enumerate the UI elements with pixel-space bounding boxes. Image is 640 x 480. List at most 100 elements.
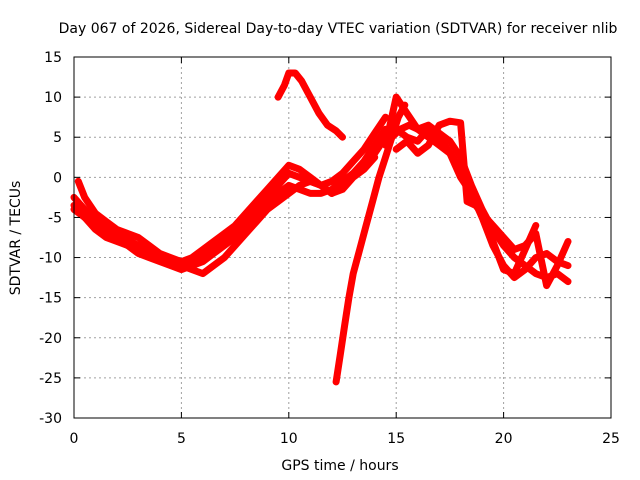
data-point: [199, 270, 206, 277]
data-point: [345, 294, 352, 301]
data-point: [292, 70, 299, 77]
data-point: [543, 282, 550, 289]
data-point: [124, 242, 131, 249]
data-point: [468, 186, 475, 193]
data-point: [307, 94, 314, 101]
series-track-10: [392, 125, 540, 278]
data-point: [210, 250, 217, 257]
x-tick-label: 15: [387, 431, 405, 447]
data-point: [489, 222, 496, 229]
data-point: [232, 234, 239, 241]
data-point: [565, 238, 572, 245]
data-point: [337, 350, 344, 357]
data-point: [371, 154, 378, 161]
data-point: [328, 190, 335, 197]
data-point: [92, 210, 99, 217]
data-point: [318, 190, 325, 197]
data-point: [388, 134, 395, 141]
data-point: [221, 242, 228, 249]
y-axis-label: SDTVAR / TECUs: [8, 181, 24, 296]
data-point: [135, 246, 142, 253]
data-point: [350, 170, 357, 177]
data-point: [135, 234, 142, 241]
data-point: [285, 190, 292, 197]
y-tick-label: -30: [39, 411, 62, 427]
x-tick-label: 20: [495, 431, 513, 447]
data-point: [275, 94, 282, 101]
data-point: [307, 190, 314, 197]
data-point: [156, 254, 163, 261]
series-trace: [70, 125, 389, 278]
data-point: [414, 138, 421, 145]
data-point: [500, 242, 507, 249]
chart-title: Day 067 of 2026, Sidereal Day-to-day VTE…: [59, 21, 618, 37]
data-point: [275, 182, 282, 189]
data-point: [350, 270, 357, 277]
data-point: [360, 158, 367, 165]
data-point: [532, 222, 539, 229]
x-axis-label: GPS time / hours: [281, 458, 398, 474]
data-point: [328, 178, 335, 185]
data-point: [522, 262, 529, 269]
data-point: [500, 266, 507, 273]
ticks: [73, 56, 612, 419]
data-point: [532, 270, 539, 277]
data-point: [382, 154, 389, 161]
data-point: [146, 242, 153, 249]
data-point: [81, 194, 88, 201]
data-point: [189, 266, 196, 273]
data-point: [103, 234, 110, 241]
data-point: [264, 206, 271, 213]
data-point: [253, 206, 260, 213]
data-point: [543, 250, 550, 257]
data-point: [339, 182, 346, 189]
data-point: [403, 134, 410, 141]
data-point: [307, 178, 314, 185]
data-point: [339, 134, 346, 141]
data-point: [457, 166, 464, 173]
data-point: [406, 122, 413, 129]
data-point: [189, 254, 196, 261]
data-point: [242, 230, 249, 237]
series-trace: [392, 125, 540, 278]
data-point: [479, 210, 486, 217]
data-point: [298, 78, 305, 85]
data-point: [285, 70, 292, 77]
data-point: [369, 198, 376, 205]
data-point: [285, 170, 292, 177]
data-point: [554, 262, 561, 269]
data-point: [511, 270, 518, 277]
data-point: [232, 242, 239, 249]
data-point: [565, 278, 572, 285]
data-point: [275, 198, 282, 205]
data-point: [146, 250, 153, 257]
y-tick-label: -20: [39, 331, 62, 347]
data-point: [511, 246, 518, 253]
data-point: [350, 158, 357, 165]
data-point: [500, 234, 507, 241]
data-point: [124, 230, 131, 237]
data-point: [296, 174, 303, 181]
data-point: [232, 222, 239, 229]
data-point: [324, 122, 331, 129]
y-tick-label: 0: [53, 170, 62, 186]
data-point: [464, 198, 471, 205]
data-point: [281, 82, 288, 89]
data-point: [75, 178, 82, 185]
y-tick-label: 5: [53, 130, 62, 146]
y-tick-label: -15: [39, 291, 62, 307]
y-tick-label: -5: [48, 210, 62, 226]
data-point: [360, 146, 367, 153]
data-point: [285, 182, 292, 189]
data-point: [333, 378, 340, 385]
data-point: [264, 186, 271, 193]
data-point: [296, 166, 303, 173]
data-point: [511, 254, 518, 261]
data-point: [393, 126, 400, 133]
data-point: [210, 238, 217, 245]
data-point: [333, 127, 340, 134]
data-point: [113, 226, 120, 233]
data-point: [363, 222, 370, 229]
